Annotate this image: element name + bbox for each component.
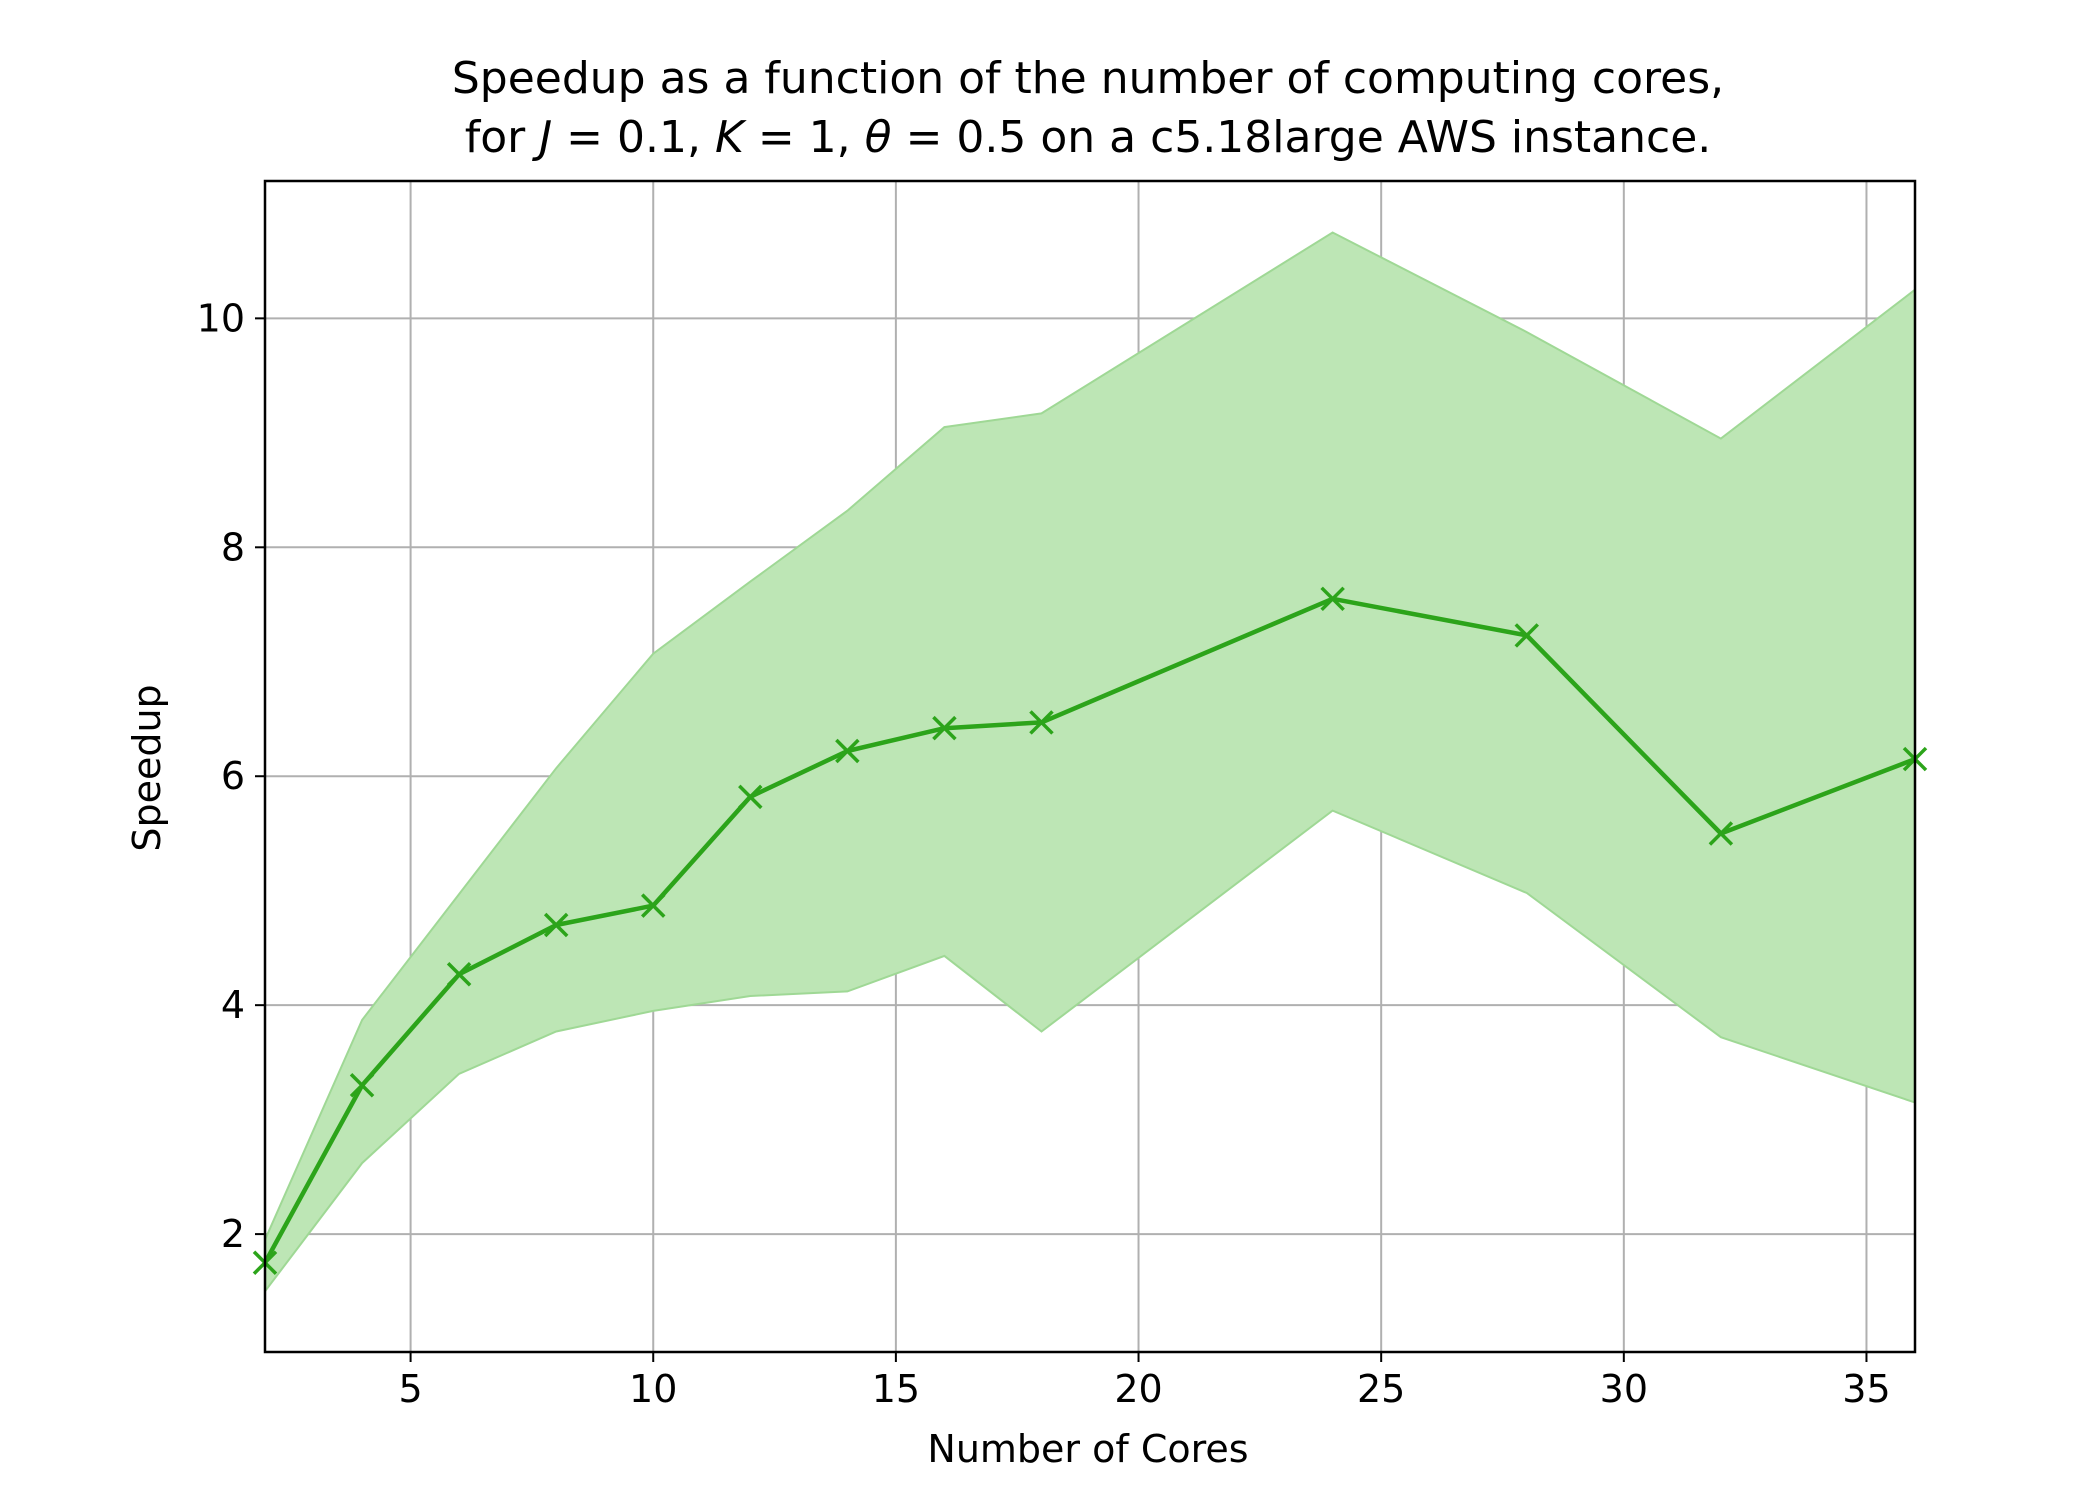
title-theta-symbol: θ xyxy=(865,112,892,163)
x-tick-label-20: 20 xyxy=(1114,1367,1162,1411)
y-tick-label-8: 8 xyxy=(221,525,245,569)
x-tick-label-15: 15 xyxy=(872,1367,920,1411)
data-point-24 xyxy=(1320,586,1345,612)
y-tick-label-10: 10 xyxy=(197,296,245,340)
data-point-6 xyxy=(446,962,472,987)
data-point-16 xyxy=(932,715,957,741)
x-axis-ticks: 5 10 15 20 25 30 35 xyxy=(398,1352,1891,1411)
x-tick-label-25: 25 xyxy=(1357,1367,1405,1411)
band-area xyxy=(264,231,1916,1295)
x-tick-label-30: 30 xyxy=(1600,1367,1648,1411)
data-point-32 xyxy=(1708,821,1734,846)
x-tick-label-10: 10 xyxy=(629,1367,677,1411)
data-point-12 xyxy=(738,784,763,810)
confidence-band xyxy=(264,231,1916,1295)
y-axis-ticks: 2 4 6 8 10 xyxy=(197,296,265,1256)
chart-title: Speedup as a function of the number of c… xyxy=(452,53,1724,163)
data-point-4 xyxy=(349,1073,375,1098)
title-prefix: for xyxy=(465,112,540,163)
title-theta-value: = 0.5 on a c5.18large AWS instance. xyxy=(892,112,1712,163)
chart-title-line-1: Speedup as a function of the number of c… xyxy=(452,53,1724,104)
y-tick-label-2: 2 xyxy=(221,1212,245,1256)
series-markers xyxy=(252,586,1928,1275)
chart-title-line-2: for J = 0.1, K = 1, θ = 0.5 on a c5.18la… xyxy=(465,112,1712,163)
data-point-14 xyxy=(835,738,860,764)
x-axis-label: Number of Cores xyxy=(927,1427,1248,1471)
data-point-18 xyxy=(1029,710,1054,735)
x-tick-label-35: 35 xyxy=(1842,1367,1890,1411)
x-tick-label-5: 5 xyxy=(398,1367,422,1411)
y-tick-label-6: 6 xyxy=(221,754,245,798)
data-point-8 xyxy=(543,912,569,938)
plot-frame xyxy=(263,179,1917,1354)
y-axis-label: Speedup xyxy=(125,684,169,851)
y-tick-label-4: 4 xyxy=(221,983,245,1027)
data-point-28 xyxy=(1514,623,1540,648)
title-k-value: = 1, xyxy=(744,112,865,163)
title-k-symbol: K xyxy=(715,112,747,163)
data-point-10 xyxy=(640,893,666,918)
title-j-value: = 0.1, xyxy=(552,112,715,163)
